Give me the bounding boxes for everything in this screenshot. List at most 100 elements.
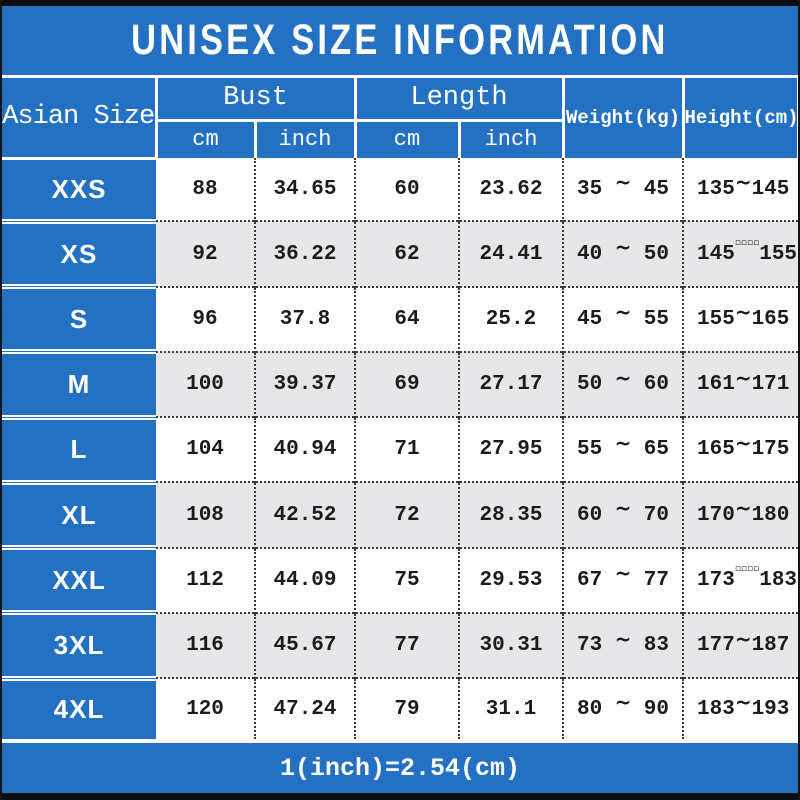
size-label: XXS (2, 156, 156, 222)
bust-inch-value: 39.37 (254, 350, 355, 418)
size-label: S (2, 284, 156, 352)
tilde-separator: ~ (614, 561, 632, 586)
unit-header-length-inch: inch (459, 120, 563, 158)
height-high: 155 (759, 242, 798, 266)
bottom-border (2, 793, 798, 800)
table-row-xl: XL 108 42.52 72 28.35 60 ~70 170 ~180 (2, 479, 798, 548)
height-low: 183 (697, 697, 735, 721)
length-cm-value: 64 (354, 285, 459, 352)
tilde-separator: ~ (614, 626, 632, 651)
tilde-separator: ~ (734, 690, 752, 715)
length-cm-value: 71 (354, 416, 459, 483)
tilde-separator: ~ (614, 430, 632, 455)
length-cm-value: 60 (354, 158, 459, 222)
column-header-weight: Weight(kg) (561, 78, 685, 158)
length-inch-value: 29.53 (458, 546, 563, 613)
weight-range: 45 ~55 (562, 285, 683, 352)
weight-low: 50 (577, 373, 603, 397)
weight-low: 35 (577, 177, 603, 201)
unit-header-bust-inch: inch (255, 120, 357, 158)
weight-low: 67 (577, 568, 603, 592)
height-low: 145 (697, 242, 735, 266)
height-high: 180 (751, 503, 790, 527)
height-high: 171 (751, 373, 790, 397)
table-body: XXS 88 34.65 60 23.62 35 ~45 135 ~145 XS 9… (2, 156, 798, 739)
weight-high: 83 (643, 634, 669, 658)
bust-inch-value: 36.22 (254, 220, 355, 287)
bust-cm-value: 116 (156, 611, 255, 679)
weight-range: 80 ~90 (562, 677, 683, 739)
conversion-note-banner: 1(inch)=2.54(cm) (2, 739, 798, 793)
weight-low: 40 (577, 242, 603, 266)
height-high: 175 (751, 438, 790, 462)
length-inch-value: 25.2 (458, 285, 563, 352)
glyph-artifact-separator: ▫▫▫▫ (734, 564, 760, 575)
height-range: 165 ~175 (682, 416, 798, 483)
weight-low: 80 (577, 697, 603, 721)
column-header-height: Height(cm) (681, 78, 798, 158)
tilde-separator: ~ (734, 170, 752, 195)
height-high: 187 (751, 634, 790, 658)
length-inch-value: 30.31 (458, 611, 563, 679)
size-label: L (2, 414, 156, 483)
tilde-separator: ~ (734, 300, 752, 325)
bust-inch-value: 40.94 (254, 416, 355, 483)
length-cm-value: 69 (354, 350, 459, 418)
tilde-separator: ~ (614, 300, 632, 325)
height-range: 161 ~171 (682, 350, 798, 418)
unit-header-bust-cm: cm (156, 120, 257, 158)
table-row-3xl: 3XL 116 45.67 77 30.31 73 ~83 177 ~187 (2, 610, 798, 679)
height-high: 193 (751, 697, 790, 721)
column-header-asian-size: Asian Size (2, 78, 158, 158)
column-header-length: Length (355, 78, 565, 122)
weight-low: 55 (577, 438, 603, 462)
height-low: 161 (697, 373, 735, 397)
bust-inch-value: 37.8 (254, 285, 355, 352)
header-group-row: Asian Size Bust Length Weight(kg) Height… (2, 78, 798, 158)
height-low: 135 (697, 177, 735, 201)
weight-high: 50 (643, 242, 669, 266)
header-unit-row: cm inch cm inch (2, 120, 798, 158)
glyph-artifact-separator: ▫▫▫▫ (734, 238, 760, 249)
tilde-separator: ~ (614, 690, 632, 715)
length-inch-value: 27.17 (458, 350, 563, 418)
weight-high: 70 (643, 503, 669, 527)
tilde-separator: ~ (614, 170, 632, 195)
bust-cm-value: 96 (156, 285, 255, 352)
size-label: 3XL (2, 610, 156, 679)
table-header: Asian Size Bust Length Weight(kg) Height… (2, 78, 798, 158)
bust-cm-value: 108 (156, 481, 255, 548)
weight-low: 60 (577, 503, 603, 527)
top-border (2, 0, 798, 6)
height-range: 155 ~165 (682, 285, 798, 352)
length-inch-value: 28.35 (458, 481, 563, 548)
weight-range: 60 ~70 (562, 481, 683, 548)
bust-cm-value: 92 (156, 220, 255, 287)
table-row-s: S 96 37.8 64 25.2 45 ~55 155 ~165 (2, 284, 798, 352)
bust-cm-value: 104 (156, 416, 255, 483)
unit-header-length-cm: cm (355, 120, 461, 158)
height-low: 177 (697, 634, 735, 658)
height-high: 145 (751, 177, 790, 201)
length-inch-value: 24.41 (458, 220, 563, 287)
size-label: XL (2, 479, 156, 548)
table-row-xs: XS 92 36.22 62 24.41 40 ~50 145 ▫▫▫▫ 155 (2, 218, 798, 287)
weight-low: 73 (577, 634, 603, 658)
tilde-separator: ~ (734, 430, 752, 455)
length-cm-value: 75 (354, 546, 459, 613)
bust-cm-value: 100 (156, 350, 255, 418)
height-low: 170 (697, 503, 735, 527)
weight-range: 67 ~77 (562, 546, 683, 613)
length-cm-value: 72 (354, 481, 459, 548)
height-range: 183 ~193 (682, 677, 798, 739)
bust-inch-value: 44.09 (254, 546, 355, 613)
bust-cm-value: 120 (156, 677, 255, 739)
page-title: UNISEX SIZE INFORMATION (131, 16, 669, 64)
length-inch-value: 23.62 (458, 158, 563, 222)
height-low: 173 (697, 568, 735, 592)
height-low: 155 (697, 307, 735, 331)
height-range: 170 ~180 (682, 481, 798, 548)
weight-range: 50 ~60 (562, 350, 683, 418)
table-row-4xl: 4XL 120 47.24 79 31.1 80 ~90 183 ~193 (2, 675, 798, 739)
bust-inch-value: 42.52 (254, 481, 355, 548)
